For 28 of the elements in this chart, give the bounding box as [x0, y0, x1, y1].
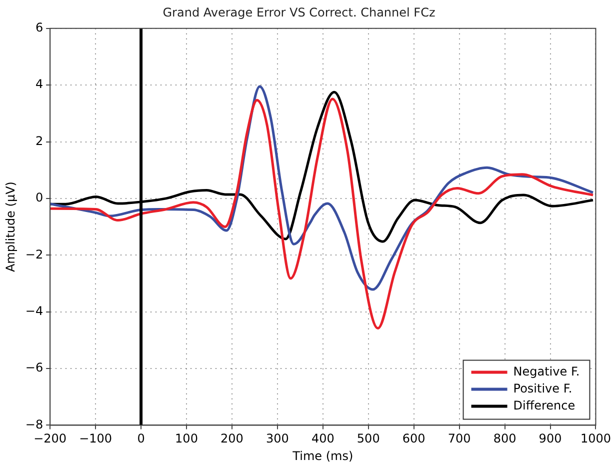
y-tick-label: −8 — [25, 417, 44, 432]
line-series — [50, 98, 594, 330]
y-tick-label: 2 — [35, 134, 44, 148]
y-tick-label: −6 — [25, 360, 44, 375]
y-tick-label: −4 — [25, 304, 44, 318]
x-tick-label: 600 — [402, 432, 426, 446]
x-axis-title: Time (ms) — [292, 448, 354, 463]
y-tick-label: 4 — [35, 77, 44, 92]
y-tick-label: −2 — [25, 247, 44, 262]
legend-label: Difference — [513, 398, 576, 412]
legend-label: Negative F. — [513, 364, 580, 378]
x-tick-label: 700 — [448, 432, 471, 446]
x-tick-label: −100 — [79, 432, 112, 446]
x-tick-label: 800 — [493, 432, 516, 446]
x-tick-label: 300 — [266, 432, 289, 446]
x-tick-label: 1000 — [580, 432, 612, 446]
y-axis-title: Amplitude (µV) — [3, 182, 18, 272]
legend-label: Positive F. — [513, 381, 572, 396]
x-tick-label: 200 — [220, 432, 244, 446]
x-tick-label: 400 — [311, 432, 334, 446]
chart-title: Grand Average Error VS Correct. Channel FCz — [162, 5, 436, 20]
x-tick-label: −200 — [34, 432, 67, 446]
x-tick-label: 900 — [538, 432, 562, 446]
y-tick-label: 0 — [35, 190, 44, 205]
x-tick-label: 0 — [137, 432, 145, 446]
x-tick-label: 100 — [175, 432, 198, 446]
y-tick-label: 6 — [35, 20, 44, 35]
x-tick-label: 500 — [356, 432, 380, 446]
